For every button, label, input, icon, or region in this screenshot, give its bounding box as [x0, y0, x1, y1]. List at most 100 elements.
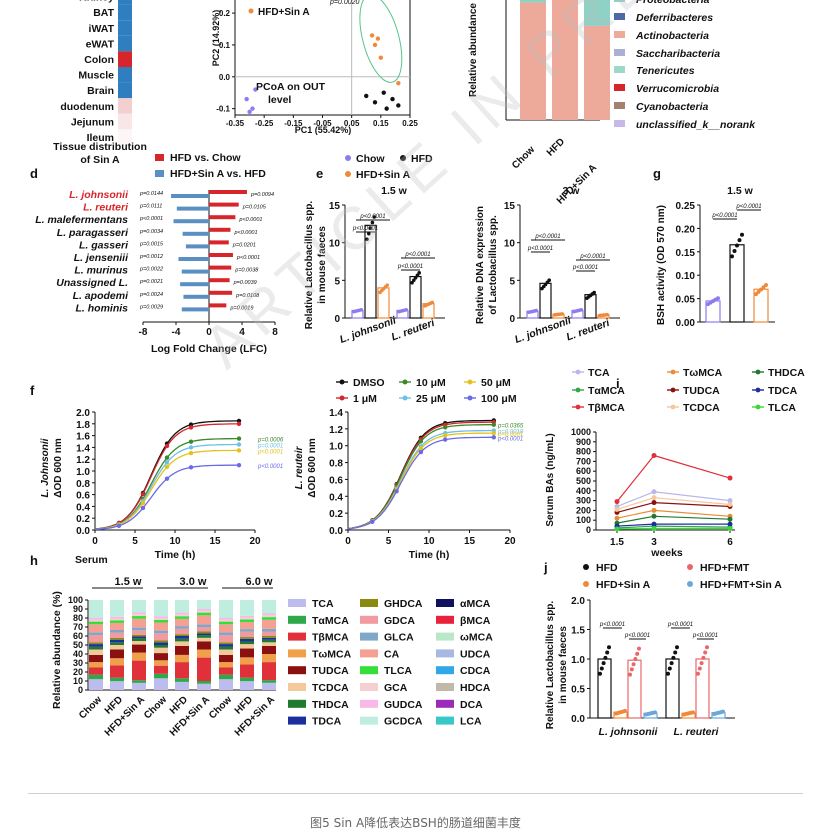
i-legend-marker [670, 404, 676, 410]
h-bar-segment [197, 635, 211, 638]
h-bar-segment [89, 642, 103, 645]
h-category-label: Chow [207, 694, 234, 721]
fj-growth-point [236, 421, 242, 427]
h-bar-segment [240, 648, 254, 658]
fr-growth-point [443, 425, 448, 430]
fr-ytick-label: 1.0 [329, 442, 343, 453]
e3-dot [560, 312, 564, 316]
fj-ylabel: L. Johnsonii [40, 438, 51, 497]
h-bar-segment [175, 641, 189, 646]
j-dot [628, 672, 632, 677]
h-bar-segment [219, 642, 233, 645]
fr-legend-label: 1 μM [353, 393, 377, 405]
phylum-category-label: Chow [510, 144, 537, 171]
d-xtick-label: -4 [172, 327, 181, 338]
h-serum-label: Serum [75, 554, 108, 566]
j-legend-marker [583, 581, 589, 587]
heatmap-row-label: Muscle [78, 70, 114, 82]
fj-p-label: p=0.0001 [257, 443, 283, 449]
e3-ylabel: Relative DNA expression [475, 206, 486, 324]
heatmap-row-label: eWAT [86, 38, 115, 50]
pcoa-title: PCoA on OUT [256, 81, 326, 93]
fj-ytick-label: 1.0 [76, 467, 90, 478]
h-bar-segment [110, 642, 124, 645]
e3-ytick-label: 0 [509, 314, 515, 325]
phylum-legend-label: Saccharibacteria [636, 48, 720, 60]
h-bar-segment [219, 624, 233, 633]
heatmap-row-label: iWAT [89, 23, 115, 35]
e-legend-marker [345, 171, 351, 177]
j-legend-label: HFD+Sin A [596, 579, 651, 591]
h-bar-segment [219, 654, 233, 663]
d-bar-sina-vs-hfd [185, 244, 209, 249]
d-bar-sina-vs-hfd [183, 294, 209, 299]
h-bar-segment [240, 619, 254, 623]
d-xtick-label: 0 [206, 327, 212, 338]
fr-p-label: p=0.0001 [497, 432, 523, 438]
h-legend-swatch [436, 716, 454, 725]
h-bar-segment [240, 681, 254, 690]
j-dot [603, 655, 608, 660]
fj-xtick-label: 10 [169, 536, 181, 547]
h-ytick-label: 30 [73, 658, 83, 668]
h-bar-segment [197, 681, 211, 684]
d-bar-hfd-vs-chow [209, 240, 229, 245]
fj-growth-point [236, 448, 242, 453]
i-xtick-label: 3 [651, 537, 657, 548]
g-dot [732, 248, 737, 253]
pcoa-point [253, 87, 258, 92]
pcoa-xtick-label: 0.05 [344, 119, 360, 128]
fr-ytick-label: 0.4 [329, 492, 343, 503]
e3-dot [547, 278, 551, 283]
h-bar-segment [132, 680, 146, 683]
d-p-label: p=0.0019 [229, 305, 253, 311]
h-bar-segment [219, 644, 233, 647]
phylum-category-label: HFD [545, 136, 567, 158]
e-legend-marker [345, 155, 351, 161]
phylum-legend-swatch [614, 84, 625, 91]
h-ylabel: Relative abundance (%) [51, 591, 63, 709]
e15-p-label: p<0.0001 [404, 252, 430, 258]
j-dot [653, 710, 657, 715]
i-series-point [727, 526, 733, 532]
d-category-label: L. gasseri [79, 239, 129, 251]
h-legend-label: THDCA [312, 699, 349, 711]
panel-letter-i: i [616, 376, 620, 391]
h-bar-segment [219, 662, 233, 668]
h-legend-label: βMCA [460, 615, 491, 627]
h-legend-label: TαMCA [312, 615, 349, 627]
h-bar-segment [219, 618, 233, 620]
j-ylabel: in mouse faeces [558, 626, 569, 704]
e15-dot [413, 276, 418, 280]
h-bar-segment [219, 619, 233, 622]
h-category-label: Chow [77, 694, 104, 721]
panel-letter-e: e [316, 166, 323, 181]
g-dot [730, 254, 734, 259]
e15-dot [385, 283, 390, 287]
fj-growth-point [140, 491, 146, 497]
h-bar-segment [110, 616, 124, 619]
d-bar-hfd-vs-chow [209, 215, 236, 220]
fj-ytick-label: 0.0 [76, 526, 90, 537]
h-bar-segment [175, 645, 189, 655]
h-bar-segment [175, 662, 189, 679]
h-bar-segment [89, 600, 103, 618]
d-p-label: p=0.0024 [139, 292, 163, 298]
j-ytick-label: 0.0 [571, 714, 585, 725]
fj-growth-point [236, 462, 242, 468]
fr-legend-label: 25 μM [416, 393, 446, 405]
fj-growth-curve [94, 420, 239, 530]
g-dot [737, 238, 742, 243]
fj-growth-curve [94, 437, 239, 530]
j-dot [701, 655, 706, 660]
fr-ytick-label: 1.2 [329, 425, 343, 436]
h-bar-segment [240, 677, 254, 682]
e3-p-label: p<0.0001 [572, 265, 598, 271]
j-legend-label: HFD+FMT [700, 562, 750, 574]
d-p-label: p=0.0029 [139, 304, 163, 310]
d-bar-hfd-vs-chow [209, 303, 227, 308]
h-bar-segment [197, 683, 211, 690]
h-bar-segment [132, 636, 146, 639]
panel-letter-j: j [543, 560, 548, 575]
fj-growth-point [164, 455, 170, 460]
